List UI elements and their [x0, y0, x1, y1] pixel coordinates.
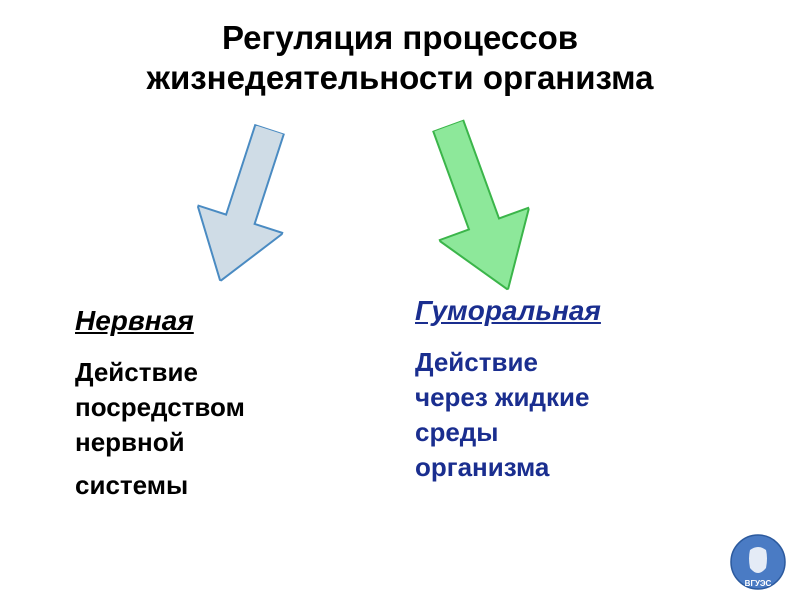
desc-right-line1: Действие: [415, 345, 725, 380]
subtitle-nervous: Нервная: [75, 305, 375, 337]
main-title: Регуляция процессов жизнедеятельности ор…: [0, 0, 800, 97]
desc-left-line1: Действие: [75, 355, 375, 390]
desc-right-line2: через жидкие: [415, 380, 725, 415]
arrow-right-icon: [403, 109, 553, 306]
title-line2: жизнедеятельности организма: [0, 58, 800, 98]
arrow-left-icon: [177, 115, 312, 295]
description-humoral: Действие через жидкие среды организма: [415, 345, 725, 485]
desc-left-line3: нервной: [75, 425, 375, 460]
desc-left-line2: посредством: [75, 390, 375, 425]
desc-right-line4: организма: [415, 450, 725, 485]
block-nervous: Нервная Действие посредством нервной сис…: [75, 305, 375, 503]
block-humoral: Гуморальная Действие через жидкие среды …: [415, 295, 725, 485]
title-line1: Регуляция процессов: [0, 18, 800, 58]
subtitle-humoral: Гуморальная: [415, 295, 725, 327]
arrow-right-container: [430, 120, 526, 300]
svg-text:ВГУЭС: ВГУЭС: [745, 579, 772, 588]
logo-badge: ВГУЭС: [730, 534, 786, 590]
description-nervous: Действие посредством нервной системы: [75, 355, 375, 503]
desc-right-line3: среды: [415, 415, 725, 450]
arrow-left-container: [200, 125, 290, 290]
desc-left-line4: системы: [75, 468, 375, 503]
